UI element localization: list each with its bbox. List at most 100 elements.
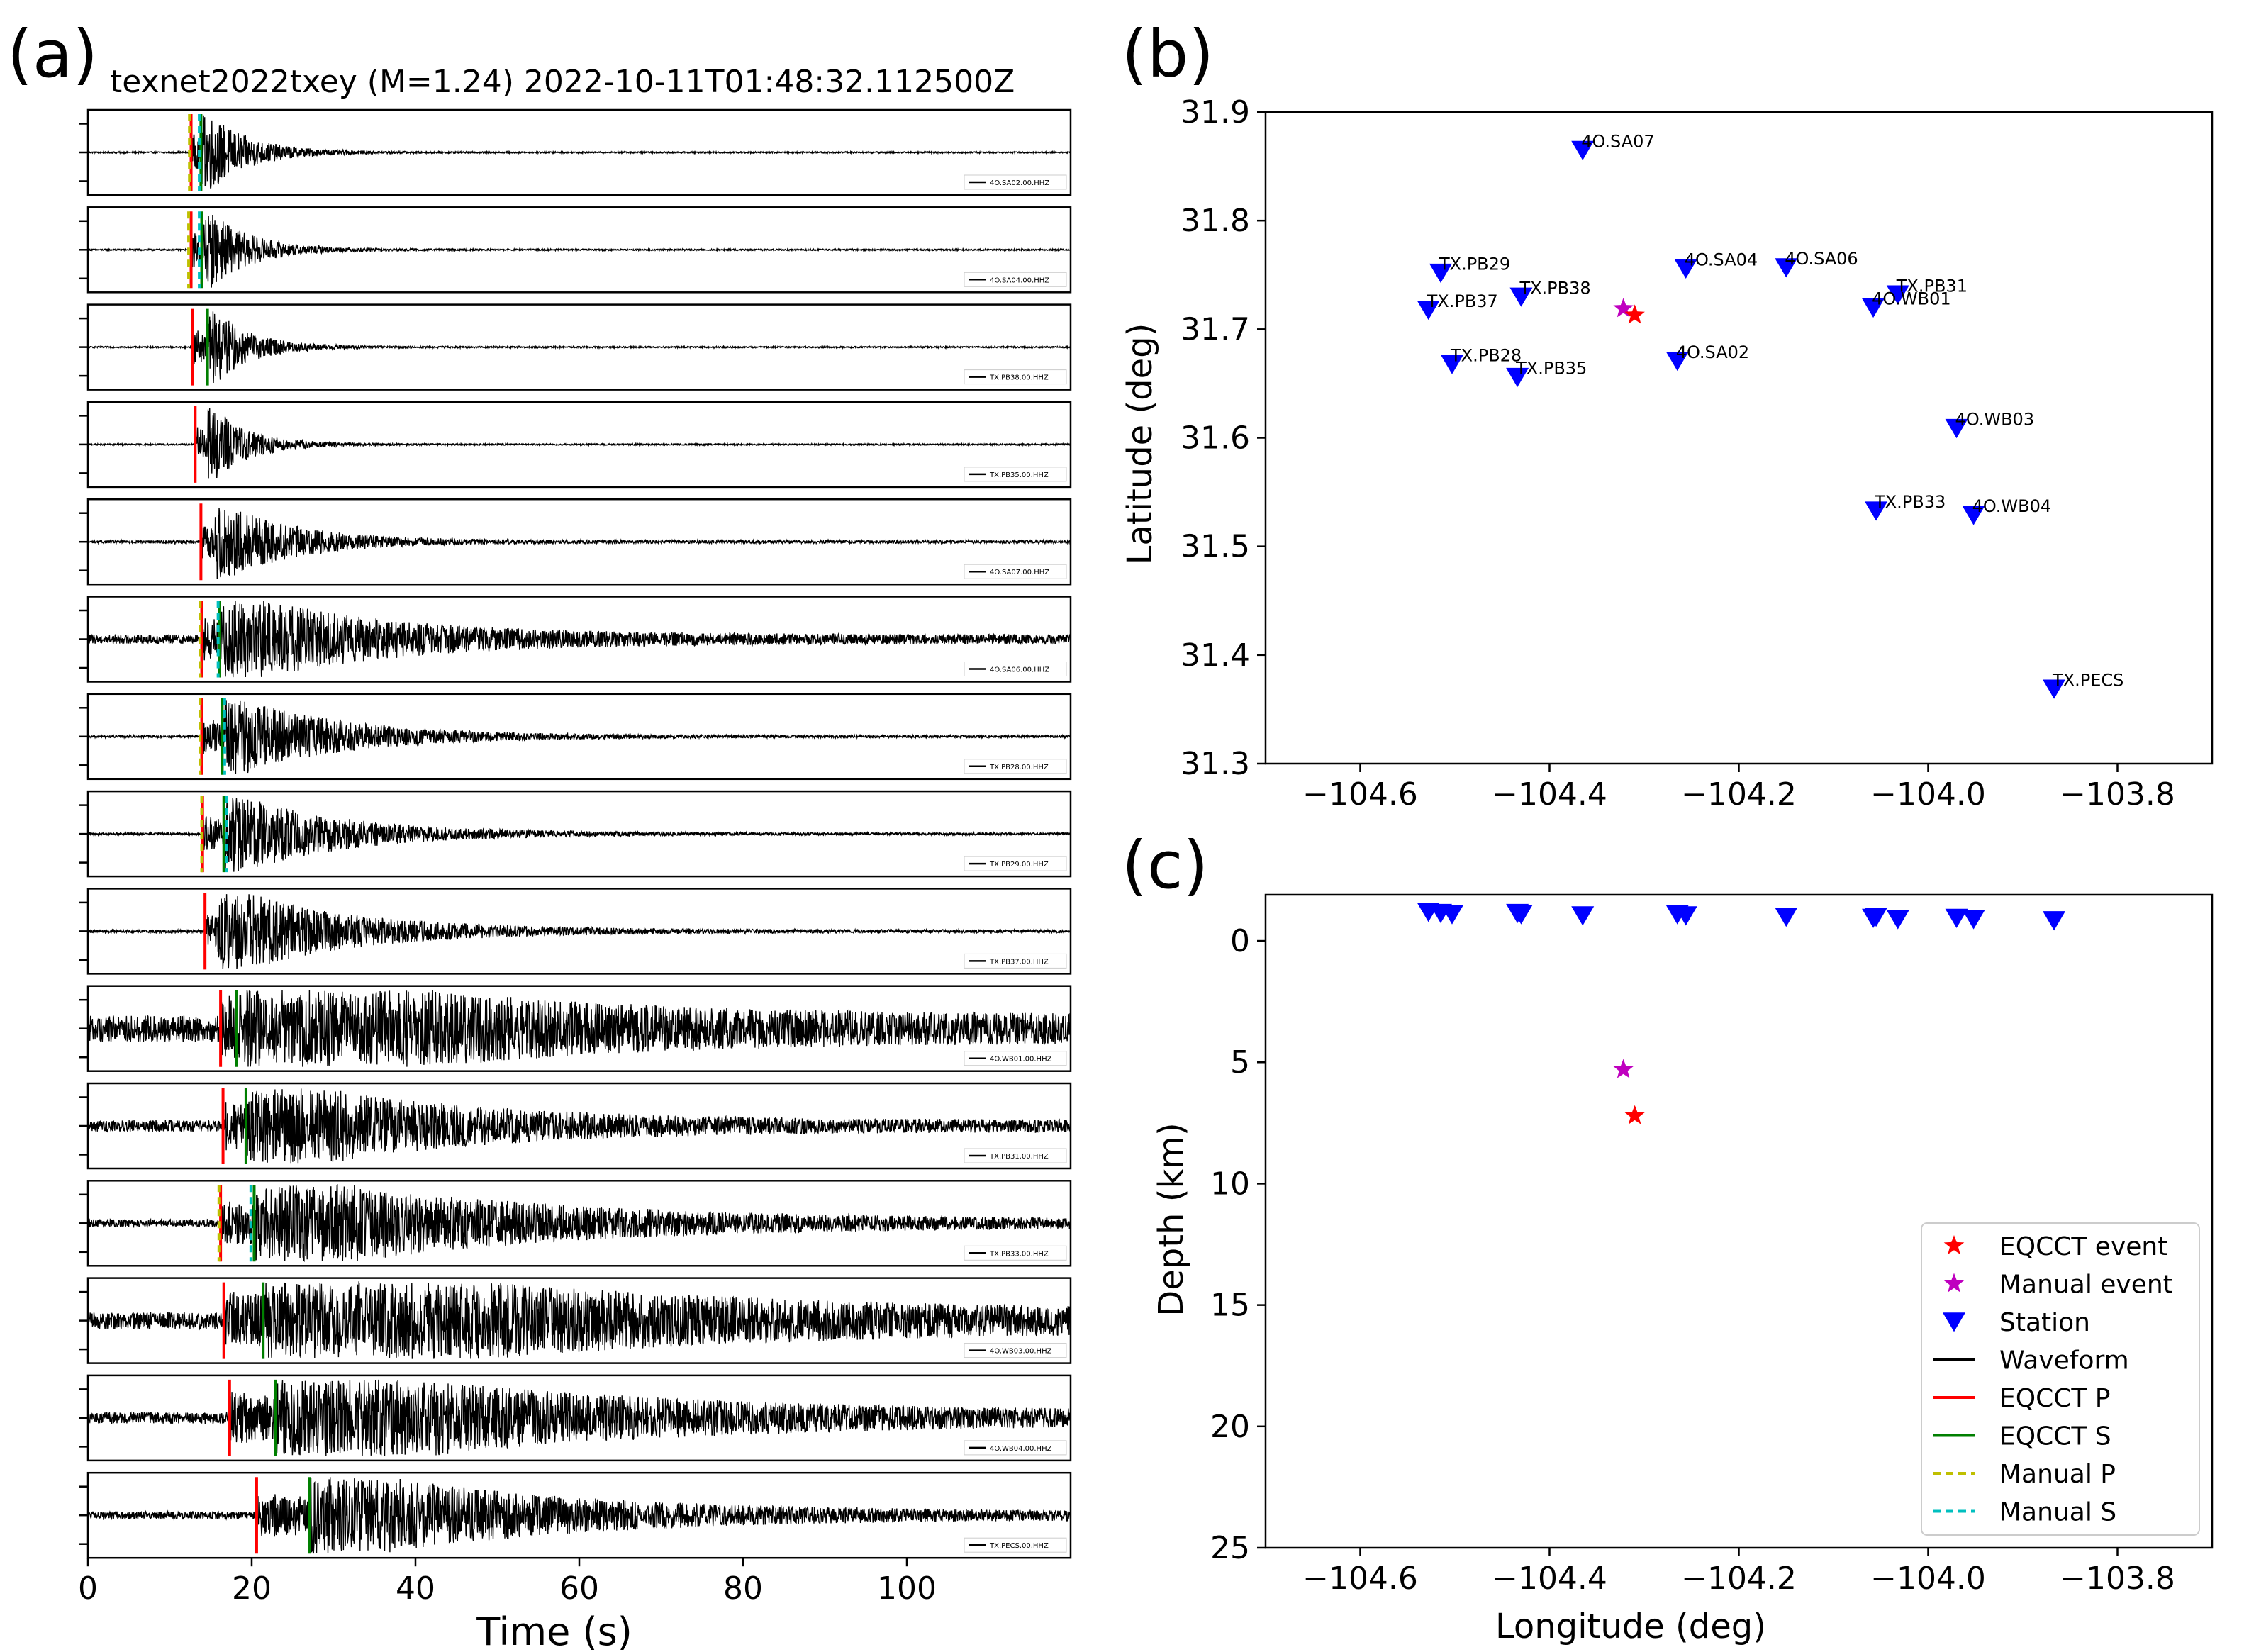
legend-label: Station <box>1999 1308 2090 1337</box>
waveform-trace <box>87 311 1071 384</box>
waveform-trace <box>87 1379 1071 1456</box>
panel-c-depth-section: −104.6 −104.4 −104.2 −104.0 −103.8 0 5 10 15 20 25… <box>1210 893 2214 1597</box>
trace-legend-label: 4O.SA06.00.HHZ <box>990 666 1049 674</box>
waveform-trace <box>87 214 1071 288</box>
legend-label: Manual P <box>1999 1460 2116 1489</box>
station-marker <box>2043 911 2066 931</box>
trace-legend-label: 4O.SA04.00.HHZ <box>990 277 1049 284</box>
station-marker <box>1945 908 1968 928</box>
xtick-label: −104.0 <box>1870 776 1986 813</box>
trace-legend-box <box>964 759 1067 774</box>
station-label: 4O.SA06 <box>1785 249 1858 269</box>
trace-legend-label: TX.PB37.00.HHZ <box>989 958 1049 966</box>
trace-legend-label: TX.PB35.00.HHZ <box>989 471 1049 479</box>
xtick-label: 100 <box>877 1570 937 1607</box>
trace-legend-box <box>964 856 1067 871</box>
station-marker <box>1571 140 1595 161</box>
trace-legend-label: TX.PB28.00.HHZ <box>989 764 1049 771</box>
xtick-label: −104.0 <box>1870 1561 1986 1597</box>
station-marker <box>1962 910 1985 930</box>
eqcct-event-marker <box>1624 1105 1645 1124</box>
trace-legend-box <box>964 564 1067 579</box>
ytick-label: 15 <box>1210 1288 1250 1324</box>
panel-c-xlabel: Longitude (deg) <box>1495 1607 1766 1646</box>
legend-star-marker <box>1943 1235 1965 1255</box>
trace-legend-label: 4O.WB01.00.HHZ <box>990 1056 1052 1064</box>
station-marker <box>1509 287 1533 307</box>
trace-legend-label: 4O.WB04.00.HHZ <box>990 1445 1052 1453</box>
waveform-trace <box>87 1280 1071 1359</box>
ytick-label: 10 <box>1210 1166 1250 1202</box>
station-label: TX.PB28 <box>1450 345 1522 365</box>
xtick-label: −103.8 <box>2060 1561 2175 1597</box>
panel-label-b: (b) <box>1122 16 1214 92</box>
legend-label: EQCCT S <box>1999 1422 2111 1451</box>
station-marker <box>1775 908 1798 927</box>
manual-event-marker <box>1613 1059 1634 1078</box>
ytick-label: 20 <box>1210 1409 1250 1445</box>
trace-legend-label: TX.PB29.00.HHZ <box>989 861 1049 869</box>
station-marker <box>1440 355 1463 374</box>
xtick-label: 0 <box>78 1570 98 1607</box>
xtick-label: −103.8 <box>2060 776 2175 813</box>
panel-label-a: (a) <box>7 16 98 92</box>
manual-event-marker <box>1613 298 1634 318</box>
xtick-label: −104.4 <box>1492 1561 1607 1597</box>
trace-legend-label: TX.PB33.00.HHZ <box>989 1250 1049 1258</box>
trace-legend-box <box>964 1245 1067 1261</box>
legend-label: Manual S <box>1999 1498 2116 1527</box>
xtick-label: −104.6 <box>1302 776 1418 813</box>
station-label: 4O.WB01 <box>1872 289 1951 309</box>
legend-label: Waveform <box>1999 1346 2129 1375</box>
waveform-trace <box>87 1088 1071 1164</box>
station-marker <box>1865 908 1888 927</box>
station-label: TX.PB38 <box>1519 278 1590 298</box>
panel-a-waveforms: 4O.SA02.00.HHZ 4O.SA04.00.HHZ TX.PB38.00.H… <box>78 108 1072 1607</box>
trace-legend-box <box>964 174 1067 190</box>
station-marker <box>1943 1312 1965 1332</box>
xtick-label: −104.4 <box>1492 776 1607 813</box>
station-label: TX.PB37 <box>1427 291 1498 311</box>
trace-legend-label: 4O.WB03.00.HHZ <box>990 1348 1052 1356</box>
waveform-trace <box>87 507 1071 579</box>
legend-label: EQCCT P <box>1999 1384 2111 1413</box>
ytick-label: 31.5 <box>1181 529 1250 565</box>
station-marker <box>1962 506 1985 525</box>
trace-legend-box <box>964 1537 1067 1553</box>
trace-legend-label: 4O.SA07.00.HHZ <box>990 569 1049 576</box>
station-label: 4O.WB04 <box>1972 496 2052 516</box>
station-marker <box>1417 300 1440 320</box>
waveform-trace <box>87 601 1071 678</box>
trace-legend-box <box>964 662 1067 676</box>
xtick-label: −104.6 <box>1302 1561 1418 1597</box>
panel-a-xlabel: Time (s) <box>476 1609 632 1652</box>
station-label: 4O.SA07 <box>1581 132 1654 152</box>
station-marker <box>1571 906 1595 926</box>
station-marker <box>1945 418 1968 439</box>
trace-legend-box <box>964 467 1067 482</box>
station-marker <box>1865 501 1888 521</box>
station-label: TX.PB31 <box>1896 276 1968 296</box>
waveform-trace <box>87 115 1071 189</box>
station-marker <box>1674 259 1697 279</box>
ytick-label: 31.8 <box>1181 203 1250 239</box>
panel-label-c: (c) <box>1122 827 1208 903</box>
trace-legend-label: 4O.SA02.00.HHZ <box>990 179 1049 187</box>
station-marker <box>1886 910 1909 930</box>
waveform-trace <box>87 894 1071 970</box>
legend-star-marker <box>1943 1273 1965 1293</box>
trace-legend-box <box>964 1148 1067 1163</box>
trace-legend-box <box>964 1440 1067 1456</box>
station-marker <box>1862 298 1885 318</box>
station-marker <box>1674 906 1697 926</box>
station-marker <box>1506 367 1529 388</box>
xtick-label: 40 <box>396 1570 435 1607</box>
panel-c-ylabel: Depth (km) <box>1151 1122 1191 1316</box>
ytick-label: 31.4 <box>1181 637 1250 674</box>
panel-b-ylabel: Latitude (deg) <box>1120 323 1160 565</box>
waveform-trace <box>87 797 1071 872</box>
ytick-label: 31.7 <box>1181 311 1250 347</box>
panel-a-title: texnet2022txey (M=1.24) 2022-10-11T01:48… <box>110 64 1015 100</box>
ytick-label: 25 <box>1210 1530 1250 1566</box>
ytick-label: 31.9 <box>1181 94 1250 130</box>
